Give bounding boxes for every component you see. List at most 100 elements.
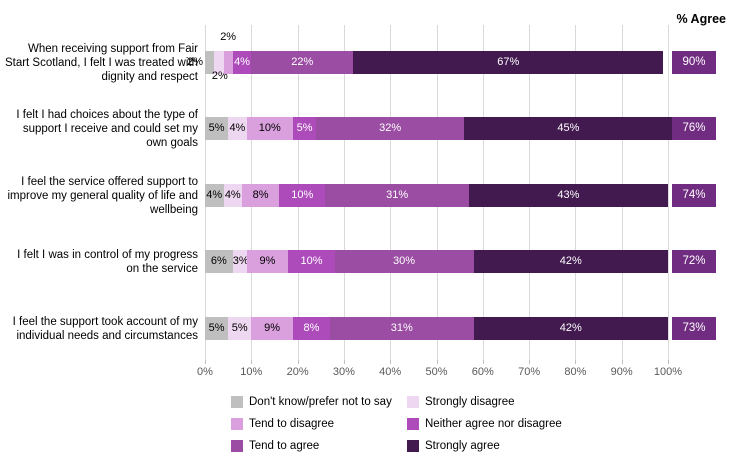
bar-value-label: 45% (557, 122, 580, 134)
bar-segment (246, 250, 289, 273)
axis-tick (482, 360, 484, 364)
bar-segment (288, 250, 335, 273)
bar-segment (292, 317, 330, 340)
agree-box: 72% (672, 250, 716, 273)
bar-value-label: 10% (258, 122, 281, 134)
agree-box: 76% (672, 117, 716, 140)
bar-value-label: 32% (379, 122, 402, 134)
row-label: I felt I was in control of my progress o… (17, 248, 198, 275)
x-tick-label: 0% (197, 366, 213, 378)
bar-value-label: 2% (220, 31, 237, 43)
legend-item: Tend to agree (231, 440, 407, 452)
axis-tick (529, 360, 531, 364)
bar-value-label: 5% (208, 322, 225, 334)
agree-column-header: % Agree (676, 12, 726, 26)
bar-segment (205, 250, 233, 273)
bar-value-label: 22% (291, 56, 314, 68)
legend-label: Tend to agree (249, 440, 320, 452)
bar-value-label: 3% (232, 255, 249, 267)
bar-value-label: 4% (229, 122, 246, 134)
bar-value-label: 4% (224, 189, 241, 201)
legend-label: Strongly agree (425, 440, 500, 452)
gridline (668, 25, 669, 360)
bar-segment (316, 117, 465, 140)
legend-label: Tend to disagree (249, 418, 335, 430)
row-label: I feel the support took account of my in… (12, 315, 198, 342)
row-label: I feel the service offered support to im… (7, 175, 199, 216)
legend-swatch (231, 418, 243, 430)
legend-label: Don't know/prefer not to say (249, 396, 392, 408)
bar-segment (292, 117, 317, 140)
legend-item: Don't know/prefer not to say (231, 396, 407, 408)
x-tick-label: 90% (610, 366, 633, 378)
x-tick-label: 30% (332, 366, 355, 378)
axis-tick (436, 360, 438, 364)
bar-value-label: 30% (393, 255, 416, 267)
x-tick-label: 100% (653, 366, 683, 378)
bar-segment (334, 250, 474, 273)
bar-value-label: 31% (386, 189, 409, 201)
x-tick-label: 60% (471, 366, 494, 378)
bar-segment (246, 117, 293, 140)
bar-value-label: 6% (210, 255, 227, 267)
axis-tick (205, 360, 206, 364)
bar-value-label: 8% (303, 322, 320, 334)
legend-swatch (407, 418, 419, 430)
x-tick-label: 70% (518, 366, 541, 378)
row-label: When receiving support from Fair Start S… (4, 42, 198, 83)
legend: Don't know/prefer not to say Strongly dis… (231, 396, 562, 452)
bar-segment (232, 51, 252, 74)
bar-segment (223, 184, 243, 207)
legend-item: Strongly agree (407, 440, 562, 452)
axis-tick (297, 360, 299, 364)
bar-segment (251, 317, 293, 340)
x-tick-label: 40% (379, 366, 402, 378)
x-tick-label: 80% (564, 366, 587, 378)
x-tick-label: 50% (425, 366, 448, 378)
legend-swatch (231, 440, 243, 452)
axis-tick (343, 360, 345, 364)
axis-tick (251, 360, 253, 364)
legend-swatch (231, 396, 243, 408)
bar-segment (242, 184, 280, 207)
bar-value-label: 2% (187, 56, 203, 68)
bar-value-label: 9% (259, 255, 276, 267)
bar-value-label: 5% (208, 122, 225, 134)
bar-segment (325, 184, 469, 207)
bar-segment (205, 317, 229, 340)
bar-segment (464, 117, 673, 140)
x-tick-label: 20% (286, 366, 309, 378)
bar-value-label: 31% (390, 322, 413, 334)
agree-box: 90% (672, 51, 716, 74)
bar-value-label: 10% (291, 189, 314, 201)
bar-value-label: 4% (206, 189, 223, 201)
legend-item: Strongly disagree (407, 396, 562, 408)
axis-tick (621, 360, 623, 364)
legend-swatch (407, 396, 419, 408)
axis-tick (575, 360, 577, 364)
bar-value-label: 10% (300, 255, 323, 267)
bar-value-label: 42% (559, 255, 582, 267)
bar-value-label: 5% (296, 122, 313, 134)
bar-segment (228, 117, 247, 140)
x-tick-label: 10% (240, 366, 263, 378)
bar-value-label: 5% (231, 322, 248, 334)
bar-segment (353, 51, 664, 74)
bar-segment (473, 317, 668, 340)
agree-box: 74% (672, 184, 716, 207)
legend-label: Strongly disagree (425, 396, 515, 408)
bar-segment (205, 117, 229, 140)
legend-item: Tend to disagree (231, 418, 407, 430)
row-label: I felt I had choices about the type of s… (16, 108, 198, 149)
bar-segment (223, 51, 233, 74)
bar-segment (468, 184, 668, 207)
bar-value-label: 8% (252, 189, 269, 201)
agree-box: 73% (672, 317, 716, 340)
bar-value-label: 4% (234, 56, 250, 68)
bar-segment (330, 317, 474, 340)
bar-segment (473, 250, 668, 273)
bar-segment (232, 250, 247, 273)
bar-segment (214, 51, 224, 74)
bar-value-label: 42% (559, 322, 582, 334)
